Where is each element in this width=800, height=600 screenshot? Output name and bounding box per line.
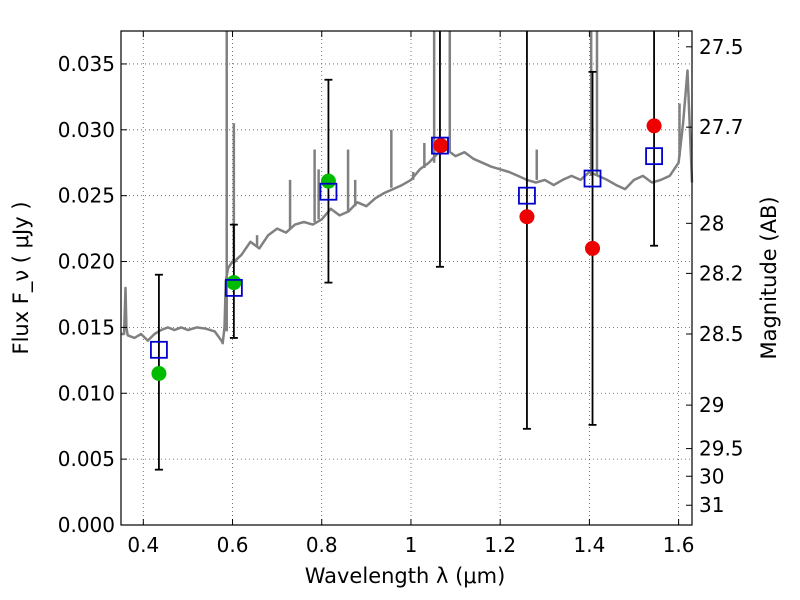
model-point [431,136,449,155]
x-tick-label: 1.6 [663,533,695,557]
markers [150,118,663,382]
y-tick-label: 0.005 [58,447,115,471]
ticks: 0.4 0.6 0.8 1 1.2 1.4 1.6 0.000 0.005 0.010 0.015 0… [58,31,744,557]
data-point [646,118,662,134]
x-tick-label: 1.4 [573,533,605,557]
spectrum-line [121,69,694,345]
data-point [519,209,535,225]
grid [121,31,692,526]
data-point [320,173,336,189]
y-tick-label: 0.010 [58,381,115,405]
x-axis-label: Wavelength λ (μm) [305,564,506,588]
data-point [226,275,242,291]
right-tick-label: 28.2 [699,261,744,285]
right-tick-label: 29 [699,393,724,417]
model-point [224,278,243,297]
model-point [583,169,602,188]
right-tick-label: 27.5 [699,35,744,59]
error-bars [154,31,659,471]
model-point [319,182,338,201]
right-tick-label: 30 [699,464,724,488]
x-tick-label: 1.2 [484,533,516,557]
right-tick-label: 29.5 [699,437,744,461]
y-tick-label: 0.030 [58,118,115,142]
right-tick-label: 27.7 [699,115,744,139]
right-tick-label: 28.5 [699,322,744,346]
right-tick-label: 28 [699,211,724,235]
data-point [585,240,601,256]
spectrum [121,31,694,345]
x-tick-label: 0.8 [306,533,338,557]
data-point [151,366,167,382]
right-tick-label: 31 [699,493,724,517]
x-tick-label: 0.6 [217,533,249,557]
y-tick-label: 0.020 [58,250,115,274]
y-tick-label: 0.000 [58,513,115,537]
model-point [518,186,536,205]
model-point [645,147,663,166]
right-axis-label: Magnitude (AB) [757,196,781,359]
y-tick-label: 0.025 [58,184,115,208]
data-point [433,138,449,154]
y-tick-label: 0.035 [58,52,115,76]
x-tick-label: 0.4 [127,533,159,557]
y-tick-label: 0.015 [58,315,115,339]
model-point [150,340,168,359]
x-tick-label: 1 [405,533,418,557]
plot-frame [120,30,693,526]
y-axis-label: Flux F_ν ( μJy ) [9,201,34,354]
